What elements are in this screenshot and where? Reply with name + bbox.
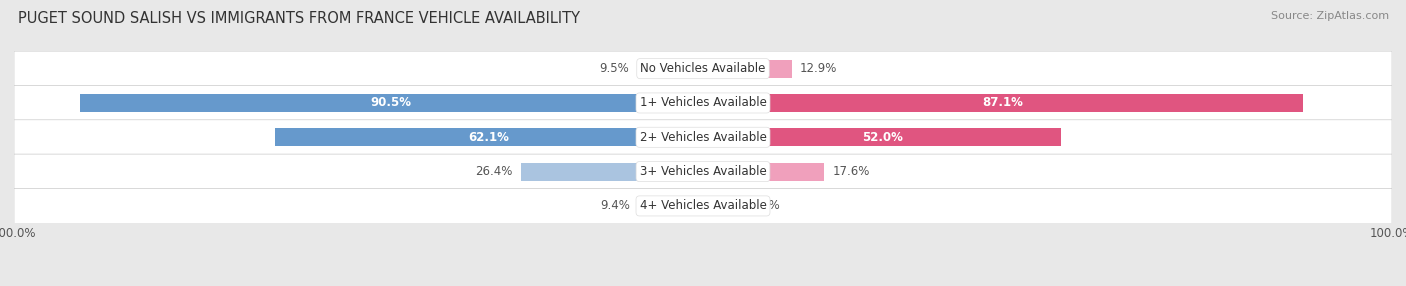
FancyBboxPatch shape [14, 120, 1392, 155]
Bar [703, 60, 792, 78]
Bar [703, 128, 1062, 146]
Text: 4+ Vehicles Available: 4+ Vehicles Available [640, 199, 766, 212]
Text: 9.4%: 9.4% [600, 199, 630, 212]
FancyBboxPatch shape [14, 51, 1392, 86]
Text: 1+ Vehicles Available: 1+ Vehicles Available [640, 96, 766, 110]
FancyBboxPatch shape [14, 154, 1392, 189]
Text: 5.6%: 5.6% [749, 199, 779, 212]
Text: No Vehicles Available: No Vehicles Available [640, 62, 766, 75]
Bar [637, 60, 703, 78]
FancyBboxPatch shape [14, 86, 1392, 120]
Text: 2+ Vehicles Available: 2+ Vehicles Available [640, 131, 766, 144]
Text: 62.1%: 62.1% [468, 131, 509, 144]
Text: 87.1%: 87.1% [983, 96, 1024, 110]
Text: Source: ZipAtlas.com: Source: ZipAtlas.com [1271, 11, 1389, 21]
Text: 17.6%: 17.6% [832, 165, 870, 178]
Text: 3+ Vehicles Available: 3+ Vehicles Available [640, 165, 766, 178]
Text: 12.9%: 12.9% [800, 62, 838, 75]
Bar [276, 128, 703, 146]
Text: 9.5%: 9.5% [599, 62, 630, 75]
Bar [703, 197, 741, 215]
FancyBboxPatch shape [14, 188, 1392, 223]
Bar [703, 94, 1303, 112]
Bar [703, 163, 824, 180]
Text: PUGET SOUND SALISH VS IMMIGRANTS FROM FRANCE VEHICLE AVAILABILITY: PUGET SOUND SALISH VS IMMIGRANTS FROM FR… [18, 11, 581, 26]
Text: 52.0%: 52.0% [862, 131, 903, 144]
Bar [80, 94, 703, 112]
Bar [522, 163, 703, 180]
Legend: Puget Sound Salish, Immigrants from France: Puget Sound Salish, Immigrants from Fran… [534, 283, 872, 286]
Bar [638, 197, 703, 215]
Text: 26.4%: 26.4% [475, 165, 513, 178]
Text: 90.5%: 90.5% [371, 96, 412, 110]
